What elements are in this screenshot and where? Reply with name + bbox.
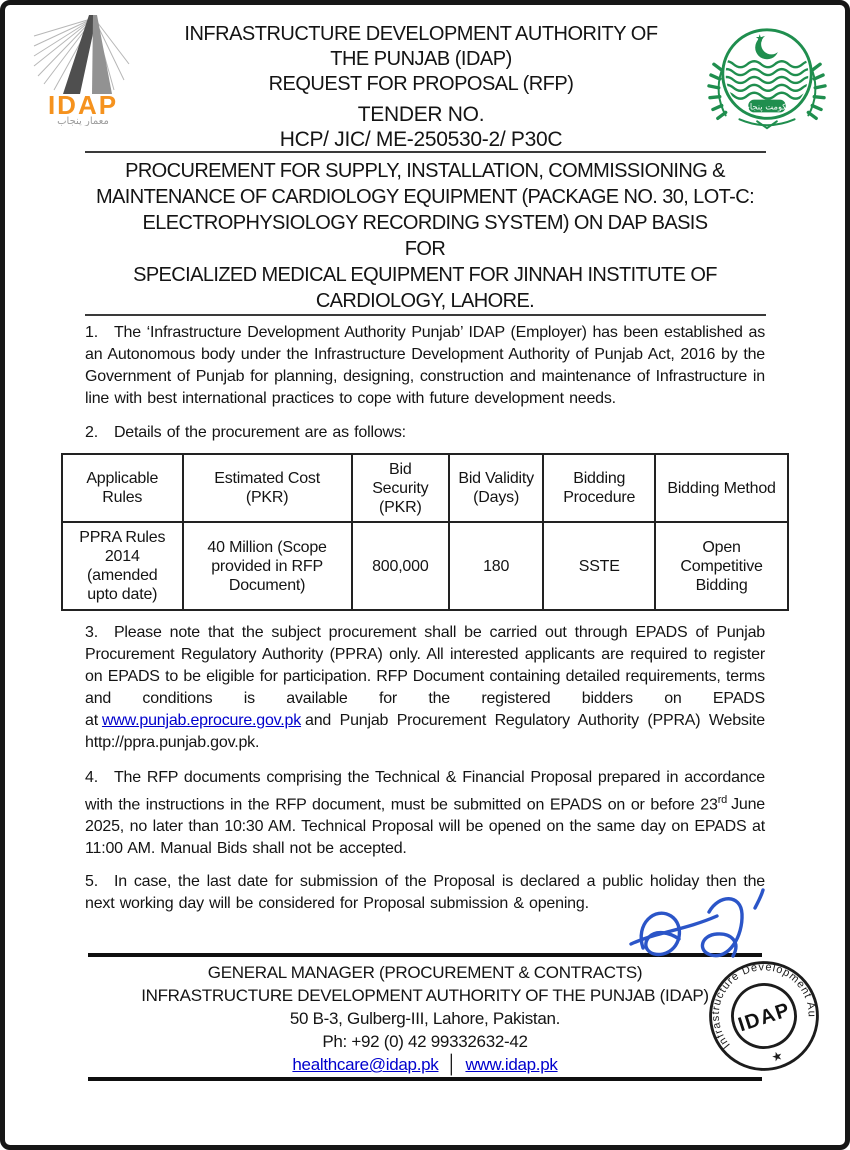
- org-name-line1: INFRASTRUCTURE DEVELOPMENT AUTHORITY OF: [184, 23, 658, 45]
- paragraph-4: 4. The RFP documents comprising the Techn…: [85, 767, 765, 860]
- cell-bidding-method: Open Competitive Bidding: [654, 521, 789, 611]
- col-header-estimated-cost: Estimated Cost (PKR): [181, 453, 353, 523]
- col-header-bidding-method: Bidding Method: [654, 453, 789, 523]
- paragraph-5-text: In case, the last date for submission of…: [85, 873, 765, 913]
- table-row: PPRA Rules 2014 (amended upto date) 40 M…: [61, 521, 789, 611]
- paragraph-4-text: The RFP documents comprising the Technic…: [85, 769, 765, 814]
- paragraph-2: 2. Details of the procurement are as foll…: [85, 422, 765, 444]
- header-divider: [85, 151, 766, 153]
- table-header-row: Applicable Rules Estimated Cost (PKR) Bi…: [61, 453, 789, 523]
- col-header-bid-security: Bid Security (PKR): [350, 453, 450, 523]
- idap-round-stamp: Infrastructure Development Authority of …: [702, 954, 822, 1071]
- wheat-wreath: [707, 62, 827, 130]
- eprocure-link[interactable]: www.punjab.eprocure.gov.pk: [101, 712, 302, 729]
- svg-text:Infrastructure Development Aut: Infrastructure Development Authority of …: [702, 954, 822, 1056]
- project-title: SPECIALIZED MEDICAL EQUIPMENT FOR JINNAH…: [133, 264, 717, 312]
- link-separator: │: [446, 1054, 458, 1074]
- signatory-title: GENERAL MANAGER (PROCUREMENT & CONTRACTS…: [207, 963, 643, 982]
- cell-estimated-cost: 40 Million (Scope provided in RFP Docume…: [181, 521, 353, 611]
- paragraph-1-text: The ‘Infrastructure Development Authorit…: [85, 324, 765, 407]
- cell-applicable-rules: PPRA Rules 2014 (amended upto date): [61, 521, 184, 611]
- col-header-bid-validity: Bid Validity (Days): [447, 453, 545, 523]
- paragraph-4-text-continued: June 2025, no later than 10:30 AM. Techn…: [85, 796, 765, 858]
- paragraph-4-number: 4.: [85, 769, 98, 786]
- tender-block: TENDER NO. HCP/ JIC/ ME-250530-2/ P30C: [136, 102, 706, 152]
- footer-links: healthcare@idap.pk │ www.idap.pk: [85, 1053, 765, 1076]
- subject-title-block: PROCUREMENT FOR SUPPLY, INSTALLATION, CO…: [78, 158, 772, 314]
- procurement-title: PROCUREMENT FOR SUPPLY, INSTALLATION, CO…: [95, 160, 755, 234]
- col-header-applicable-rules: Applicable Rules: [61, 453, 184, 523]
- footer-address: 50 B-3, Gulberg-III, Lahore, Pakistan.: [289, 1009, 561, 1028]
- idap-logo-wordmark: IDAP: [48, 90, 118, 120]
- document-body: 1. The ‘Infrastructure Development Author…: [61, 322, 789, 915]
- bridge-pylon-shape: [63, 15, 97, 94]
- paragraph-3-text-before-link: Please note that the subject procurement…: [85, 624, 765, 729]
- col-header-bidding-procedure: Bidding Procedure: [542, 453, 657, 523]
- org-name: INFRASTRUCTURE DEVELOPMENT AUTHORITY OF …: [136, 22, 706, 72]
- stamp-ring-text: Infrastructure Development Authority of …: [702, 954, 822, 1056]
- cell-bid-security: 800,000: [350, 521, 450, 611]
- paragraph-2-number: 2.: [85, 424, 98, 441]
- emblem-star: ★: [755, 34, 764, 45]
- idap-logo-icon: IDAP معمار پنجاب: [33, 15, 130, 126]
- cell-bidding-procedure: SSTE: [542, 521, 657, 611]
- idap-logo-urdu-text: معمار پنجاب: [57, 116, 109, 126]
- doc-type-heading: REQUEST FOR PROPOSAL (RFP): [268, 73, 574, 95]
- paragraph-5: 5. In case, the last date for submission …: [85, 871, 765, 915]
- punjab-government-emblem-icon: ★ حکومت پنجاب: [707, 28, 827, 130]
- paragraph-1: 1. The ‘Infrastructure Development Author…: [85, 322, 765, 410]
- signature-scribble: [629, 888, 765, 958]
- title-connector: FOR: [404, 238, 446, 260]
- footer-org-name: INFRASTRUCTURE DEVELOPMENT AUTHORITY OF …: [141, 986, 709, 1005]
- paragraph-5-number: 5.: [85, 873, 98, 891]
- stamp-star: ★: [770, 1048, 785, 1065]
- procurement-details-table: Applicable Rules Estimated Cost (PKR) Bi…: [61, 453, 789, 611]
- tender-label: TENDER NO.: [357, 103, 485, 126]
- stamp-center-text: IDAP: [736, 999, 794, 1036]
- footer-bottom-rule: [88, 1077, 762, 1081]
- paragraph-3-number: 3.: [85, 624, 98, 641]
- header-titles: INFRASTRUCTURE DEVELOPMENT AUTHORITY OF …: [136, 12, 706, 152]
- title-divider: [85, 314, 766, 316]
- paragraph-2-text: Details of the procurement are as follow…: [113, 424, 406, 441]
- emblem-urdu-text: حکومت پنجاب: [742, 101, 792, 111]
- tender-number: HCP/ JIC/ ME-250530-2/ P30C: [279, 128, 563, 151]
- org-name-line2: THE PUNJAB (IDAP): [330, 48, 512, 70]
- ordinal-superscript: rd: [717, 794, 728, 806]
- footer-block: GENERAL MANAGER (PROCUREMENT & CONTRACTS…: [85, 961, 765, 1076]
- paragraph-3: 3. Please note that the subject procureme…: [85, 622, 765, 754]
- header: IDAP معمار پنجاب INFRASTRUCTURE DEVELOPM…: [30, 12, 828, 152]
- email-link[interactable]: healthcare@idap.pk: [292, 1055, 439, 1074]
- website-link[interactable]: www.idap.pk: [465, 1055, 558, 1074]
- paragraph-1-number: 1.: [85, 324, 98, 341]
- paragraph-3-text-after-link: and Punjab Procurement Regulatory Author…: [85, 712, 765, 751]
- footer-phone: Ph: +92 (0) 42 99332632-42: [322, 1032, 528, 1051]
- cell-bid-validity: 180: [447, 521, 545, 611]
- footer-top-rule: [88, 953, 762, 957]
